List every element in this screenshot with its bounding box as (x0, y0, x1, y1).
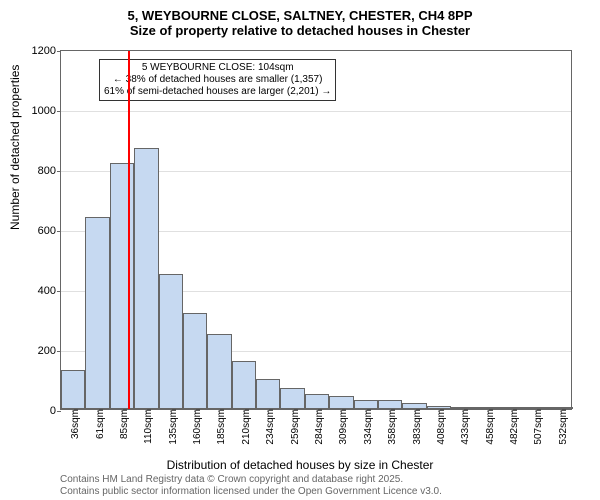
x-tick-label: 61sqm (90, 409, 106, 439)
x-tick-label: 383sqm (407, 409, 423, 445)
x-tick-label: 408sqm (431, 409, 447, 445)
histogram-bar (256, 379, 280, 409)
histogram-bar (378, 400, 402, 409)
annotation-box: 5 WEYBOURNE CLOSE: 104sqm ← 38% of detac… (99, 59, 336, 101)
x-tick-label: 334sqm (358, 409, 374, 445)
x-tick-mark (512, 409, 513, 413)
x-tick-mark (561, 409, 562, 413)
x-tick-label: 210sqm (236, 409, 252, 445)
x-tick-mark (268, 409, 269, 413)
histogram-bar (280, 388, 304, 409)
x-tick-mark (488, 409, 489, 413)
x-tick-mark (439, 409, 440, 413)
x-tick-label: 110sqm (138, 409, 154, 444)
chart-container: 5, WEYBOURNE CLOSE, SALTNEY, CHESTER, CH… (0, 0, 600, 500)
x-tick-mark (195, 409, 196, 413)
chart-title-line2: Size of property relative to detached ho… (0, 23, 600, 42)
histogram-bar (354, 400, 378, 409)
x-tick-mark (341, 409, 342, 413)
annotation-line3: 61% of semi-detached houses are larger (… (104, 86, 331, 98)
footer-line2: Contains public sector information licen… (60, 486, 442, 498)
x-tick-mark (415, 409, 416, 413)
x-axis-label: Distribution of detached houses by size … (0, 458, 600, 472)
footer-line1: Contains HM Land Registry data © Crown c… (60, 474, 442, 486)
x-tick-label: 259sqm (285, 409, 301, 445)
histogram-bar (159, 274, 183, 409)
y-tick-mark (57, 51, 61, 52)
x-tick-label: 309sqm (333, 409, 349, 445)
histogram-bar (134, 148, 158, 409)
footer: Contains HM Land Registry data © Crown c… (60, 474, 442, 498)
x-tick-mark (171, 409, 172, 413)
x-tick-mark (366, 409, 367, 413)
x-tick-label: 532sqm (553, 409, 569, 445)
y-tick-mark (57, 411, 61, 412)
x-tick-label: 185sqm (211, 409, 227, 445)
x-tick-label: 284sqm (309, 409, 325, 445)
x-tick-label: 36sqm (65, 409, 81, 439)
x-tick-mark (73, 409, 74, 413)
chart-title-line1: 5, WEYBOURNE CLOSE, SALTNEY, CHESTER, CH… (0, 0, 600, 23)
x-tick-label: 160sqm (187, 409, 203, 445)
x-tick-label: 507sqm (528, 409, 544, 445)
annotation-line1: 5 WEYBOURNE CLOSE: 104sqm (104, 62, 331, 74)
histogram-bar (305, 394, 329, 409)
x-tick-mark (98, 409, 99, 413)
histogram-bar (232, 361, 256, 409)
x-tick-label: 482sqm (504, 409, 520, 445)
x-tick-label: 358sqm (382, 409, 398, 445)
x-tick-mark (463, 409, 464, 413)
x-tick-label: 458sqm (480, 409, 496, 445)
x-tick-label: 85sqm (114, 409, 130, 439)
x-tick-label: 433sqm (455, 409, 471, 445)
histogram-bar (61, 370, 85, 409)
x-tick-mark (146, 409, 147, 413)
x-tick-mark (219, 409, 220, 413)
x-tick-mark (317, 409, 318, 413)
histogram-bar (183, 313, 207, 409)
x-tick-mark (122, 409, 123, 413)
marker-line (128, 51, 130, 409)
x-tick-mark (390, 409, 391, 413)
annotation-line2: ← 38% of detached houses are smaller (1,… (104, 74, 331, 86)
x-tick-mark (293, 409, 294, 413)
histogram-bar (110, 163, 134, 409)
histogram-bar (207, 334, 231, 409)
y-axis-label: Number of detached properties (8, 65, 22, 230)
x-tick-mark (244, 409, 245, 413)
x-tick-label: 135sqm (163, 409, 179, 445)
plot-area: 5 WEYBOURNE CLOSE: 104sqm ← 38% of detac… (60, 50, 572, 410)
histogram-bar (85, 217, 109, 409)
histogram-bar (329, 396, 353, 410)
x-tick-mark (536, 409, 537, 413)
gridline (61, 111, 571, 112)
x-tick-label: 234sqm (260, 409, 276, 445)
